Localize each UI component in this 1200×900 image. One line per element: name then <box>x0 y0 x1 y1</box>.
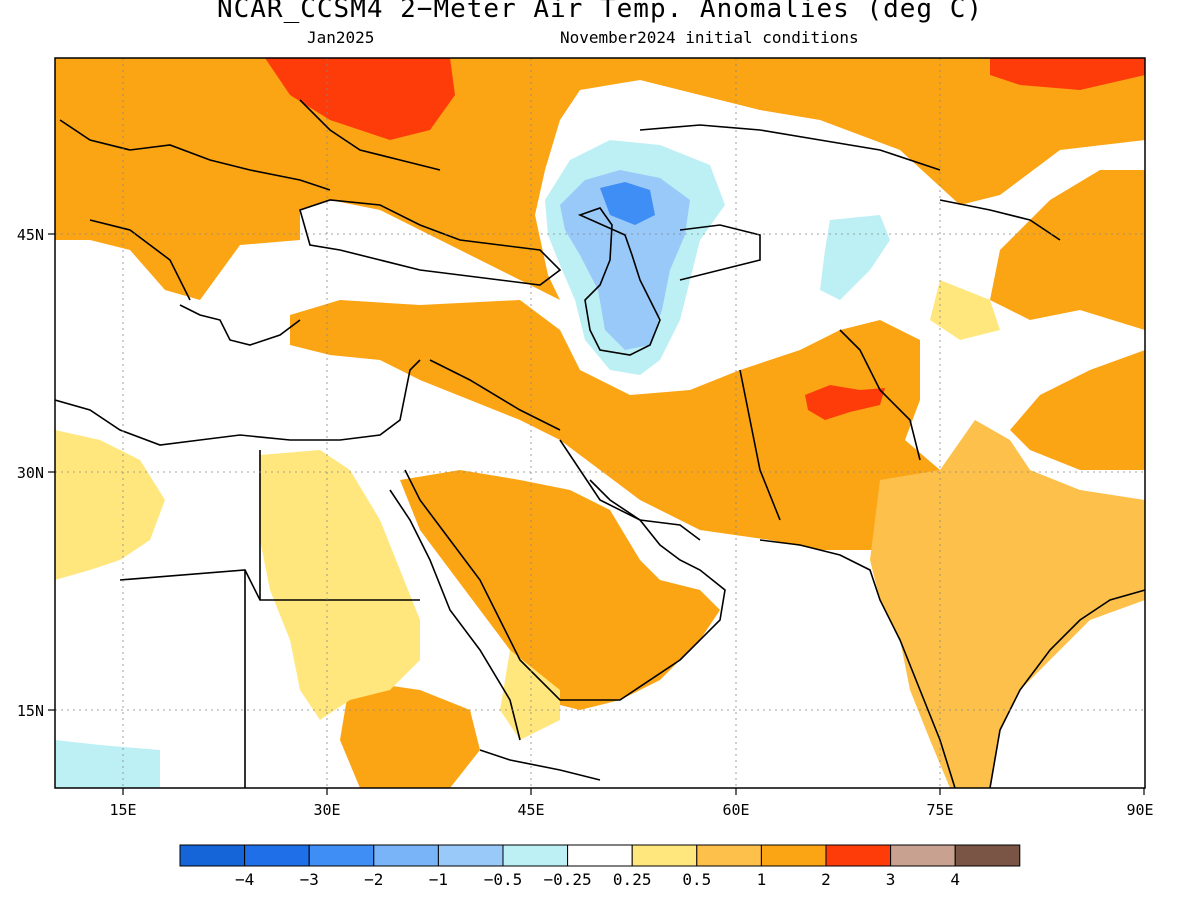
anomaly-region-siberia <box>990 58 1145 90</box>
colorbar-swatch <box>954 844 1021 867</box>
lat-tick-label: 30N <box>17 464 44 482</box>
anomaly-region-north <box>55 58 1145 300</box>
lon-tick-label: 90E <box>1126 801 1153 819</box>
anomaly-region-tibet <box>1010 350 1145 470</box>
colorbar-label: −0.5 <box>484 870 523 889</box>
anomaly-region-russia <box>265 58 455 140</box>
anomaly-region-india <box>870 420 1145 788</box>
colorbar-label: 0.25 <box>613 870 652 889</box>
anomaly-region-caspian-dark <box>600 182 655 225</box>
colorbar-swatch <box>244 844 310 867</box>
colorbar-swatch <box>373 844 439 867</box>
colorbar-swatch <box>502 844 569 867</box>
anomaly-region-africa <box>340 680 480 788</box>
initial-conditions: November2024 initial conditions <box>560 28 859 47</box>
colorbar: −4 −3 −2 −1 −0.5 −0.25 0.25 0.5 1 2 3 4 <box>179 844 1021 889</box>
colorbar-swatch <box>760 844 827 867</box>
colorbar-swatch <box>890 844 956 867</box>
graticule <box>55 58 1145 788</box>
anomaly-region-sahara <box>260 450 420 720</box>
coastlines <box>55 99 1145 788</box>
colorbar-label: −0.25 <box>544 870 592 889</box>
colorbar-label: 4 <box>950 870 960 889</box>
colorbar-label: −4 <box>235 870 254 889</box>
lon-tick-label: 60E <box>722 801 749 819</box>
colorbar-label: −2 <box>364 870 383 889</box>
anomaly-region-kazakhstan <box>820 215 890 300</box>
colorbar-swatch <box>437 844 504 867</box>
lon-tick-label: 30E <box>313 801 340 819</box>
colorbar-swatch <box>825 844 892 867</box>
anomaly-region-west-africa <box>55 430 165 580</box>
colorbar-swatch <box>696 844 762 867</box>
anomaly-region-central-asia <box>930 280 1000 340</box>
anomaly-region-ethiopia <box>55 740 160 788</box>
forecast-month: Jan2025 <box>307 28 375 47</box>
lat-tick-label: 15N <box>17 702 44 720</box>
colorbar-label: 2 <box>821 870 831 889</box>
colorbar-label: 1 <box>757 870 767 889</box>
anomaly-region-afghanistan <box>805 385 885 420</box>
colorbar-label: −1 <box>429 870 448 889</box>
colorbar-label: 0.5 <box>682 870 711 889</box>
anomaly-region-east <box>990 170 1145 330</box>
lat-tick-label: 45N <box>17 226 44 244</box>
anomaly-region-arabia <box>400 470 720 710</box>
colorbar-swatch <box>308 844 375 867</box>
colorbar-label: −3 <box>300 870 319 889</box>
lon-tick-label: 75E <box>926 801 953 819</box>
colorbar-swatch <box>179 844 246 867</box>
colorbar-label: 3 <box>886 870 896 889</box>
lon-tick-label: 45E <box>517 801 544 819</box>
map-frame <box>54 57 1146 789</box>
anomaly-fields <box>55 58 1145 788</box>
lon-tick-label: 15E <box>109 801 136 819</box>
colorbar-swatch <box>567 844 633 867</box>
map-title: NCAR_CCSM4 2−Meter Air Temp. Anomalies (… <box>216 0 984 24</box>
anomaly-region-mideast <box>290 300 960 560</box>
tick-marks <box>48 233 1145 795</box>
anomaly-region-caspian-mid <box>560 170 690 350</box>
colorbar-swatch <box>631 844 698 867</box>
